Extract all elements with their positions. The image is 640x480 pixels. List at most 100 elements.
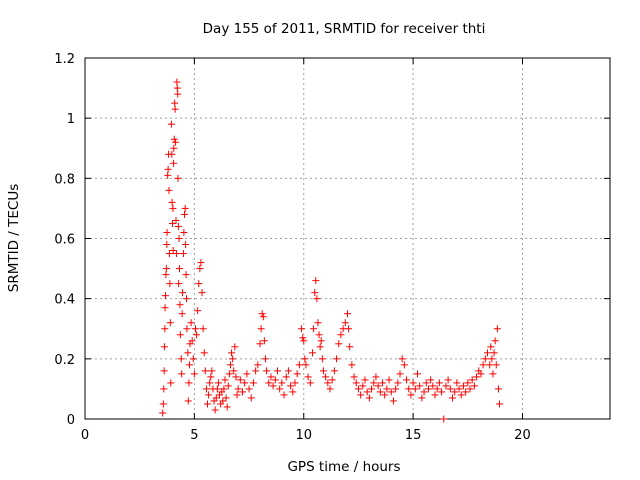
data-point	[257, 325, 265, 333]
x-tick-label: 5	[190, 428, 198, 443]
data-point	[176, 331, 184, 339]
data-point	[403, 376, 411, 384]
data-point	[170, 159, 178, 167]
data-point	[205, 391, 213, 399]
data-point	[280, 391, 288, 399]
data-point	[200, 349, 208, 357]
data-point	[398, 355, 406, 363]
data-point	[176, 265, 183, 273]
data-point	[381, 391, 389, 399]
data-point	[188, 337, 196, 345]
ticks: 0 0.2 0.4 0.6 0.8 1 1.2 0 5 10 15 20	[54, 52, 610, 443]
data-point	[392, 385, 400, 393]
grid	[85, 58, 610, 419]
data-point	[394, 379, 402, 387]
data-point	[197, 259, 205, 267]
data-point	[300, 337, 308, 345]
data-point	[352, 379, 360, 387]
data-point	[492, 361, 500, 369]
data-point	[230, 367, 238, 375]
data-point	[416, 382, 424, 390]
data-point	[201, 367, 209, 375]
data-point	[162, 292, 169, 300]
data-point	[496, 400, 504, 408]
data-point	[163, 241, 171, 249]
data-point	[207, 373, 215, 381]
data-point	[337, 331, 345, 339]
data-point	[213, 385, 221, 393]
data-point	[179, 289, 187, 297]
data-point	[219, 397, 227, 405]
data-point	[161, 325, 169, 333]
data-point	[183, 325, 191, 333]
data-point	[330, 367, 338, 375]
data-point	[481, 355, 489, 363]
data-points	[159, 78, 504, 423]
data-point	[488, 355, 496, 363]
data-point	[473, 373, 481, 381]
data-point	[181, 204, 189, 212]
data-point	[486, 361, 494, 369]
data-point	[284, 367, 292, 375]
data-point	[221, 376, 229, 384]
data-point	[228, 349, 236, 357]
data-point	[385, 376, 393, 384]
data-point	[224, 382, 232, 390]
data-point	[190, 370, 198, 378]
data-point	[328, 376, 336, 384]
data-point	[326, 385, 334, 393]
data-point	[361, 376, 369, 384]
data-point	[449, 394, 456, 402]
data-point	[170, 135, 178, 143]
x-tick-label: 10	[295, 428, 312, 443]
data-point	[276, 385, 284, 393]
data-point	[315, 331, 323, 339]
data-point	[162, 265, 170, 273]
data-point	[169, 219, 176, 227]
data-point	[199, 325, 207, 333]
data-point	[171, 99, 179, 107]
data-point	[172, 250, 180, 258]
data-point	[494, 385, 502, 393]
data-point	[184, 349, 192, 357]
data-point	[174, 90, 182, 98]
data-point	[184, 397, 192, 405]
data-point	[487, 343, 495, 351]
data-point	[370, 379, 378, 387]
data-point	[451, 388, 459, 396]
data-point	[174, 174, 182, 182]
data-point	[484, 349, 491, 357]
data-point	[422, 379, 430, 387]
data-point	[348, 361, 356, 369]
data-point	[241, 379, 249, 387]
data-point	[269, 382, 277, 390]
data-point	[464, 379, 472, 387]
data-point	[176, 301, 184, 309]
data-point	[278, 379, 286, 387]
data-point	[261, 355, 269, 363]
data-point	[171, 105, 179, 113]
data-point	[182, 241, 190, 249]
data-point	[226, 361, 234, 369]
data-point	[420, 388, 428, 396]
data-point	[383, 385, 391, 393]
data-point	[265, 379, 273, 387]
data-point	[208, 367, 216, 375]
data-point	[310, 325, 318, 333]
data-point	[187, 319, 195, 327]
data-point	[376, 388, 384, 396]
data-point	[387, 388, 395, 396]
data-point	[167, 379, 175, 387]
data-point	[427, 376, 435, 384]
data-point	[173, 78, 181, 86]
data-point	[409, 379, 417, 387]
data-point	[363, 388, 371, 396]
data-point	[249, 379, 257, 387]
data-point	[222, 394, 230, 402]
data-point	[354, 385, 362, 393]
data-point	[466, 385, 474, 393]
data-point	[418, 394, 426, 402]
data-point	[306, 379, 314, 387]
data-point	[318, 355, 326, 363]
data-point	[160, 385, 168, 393]
